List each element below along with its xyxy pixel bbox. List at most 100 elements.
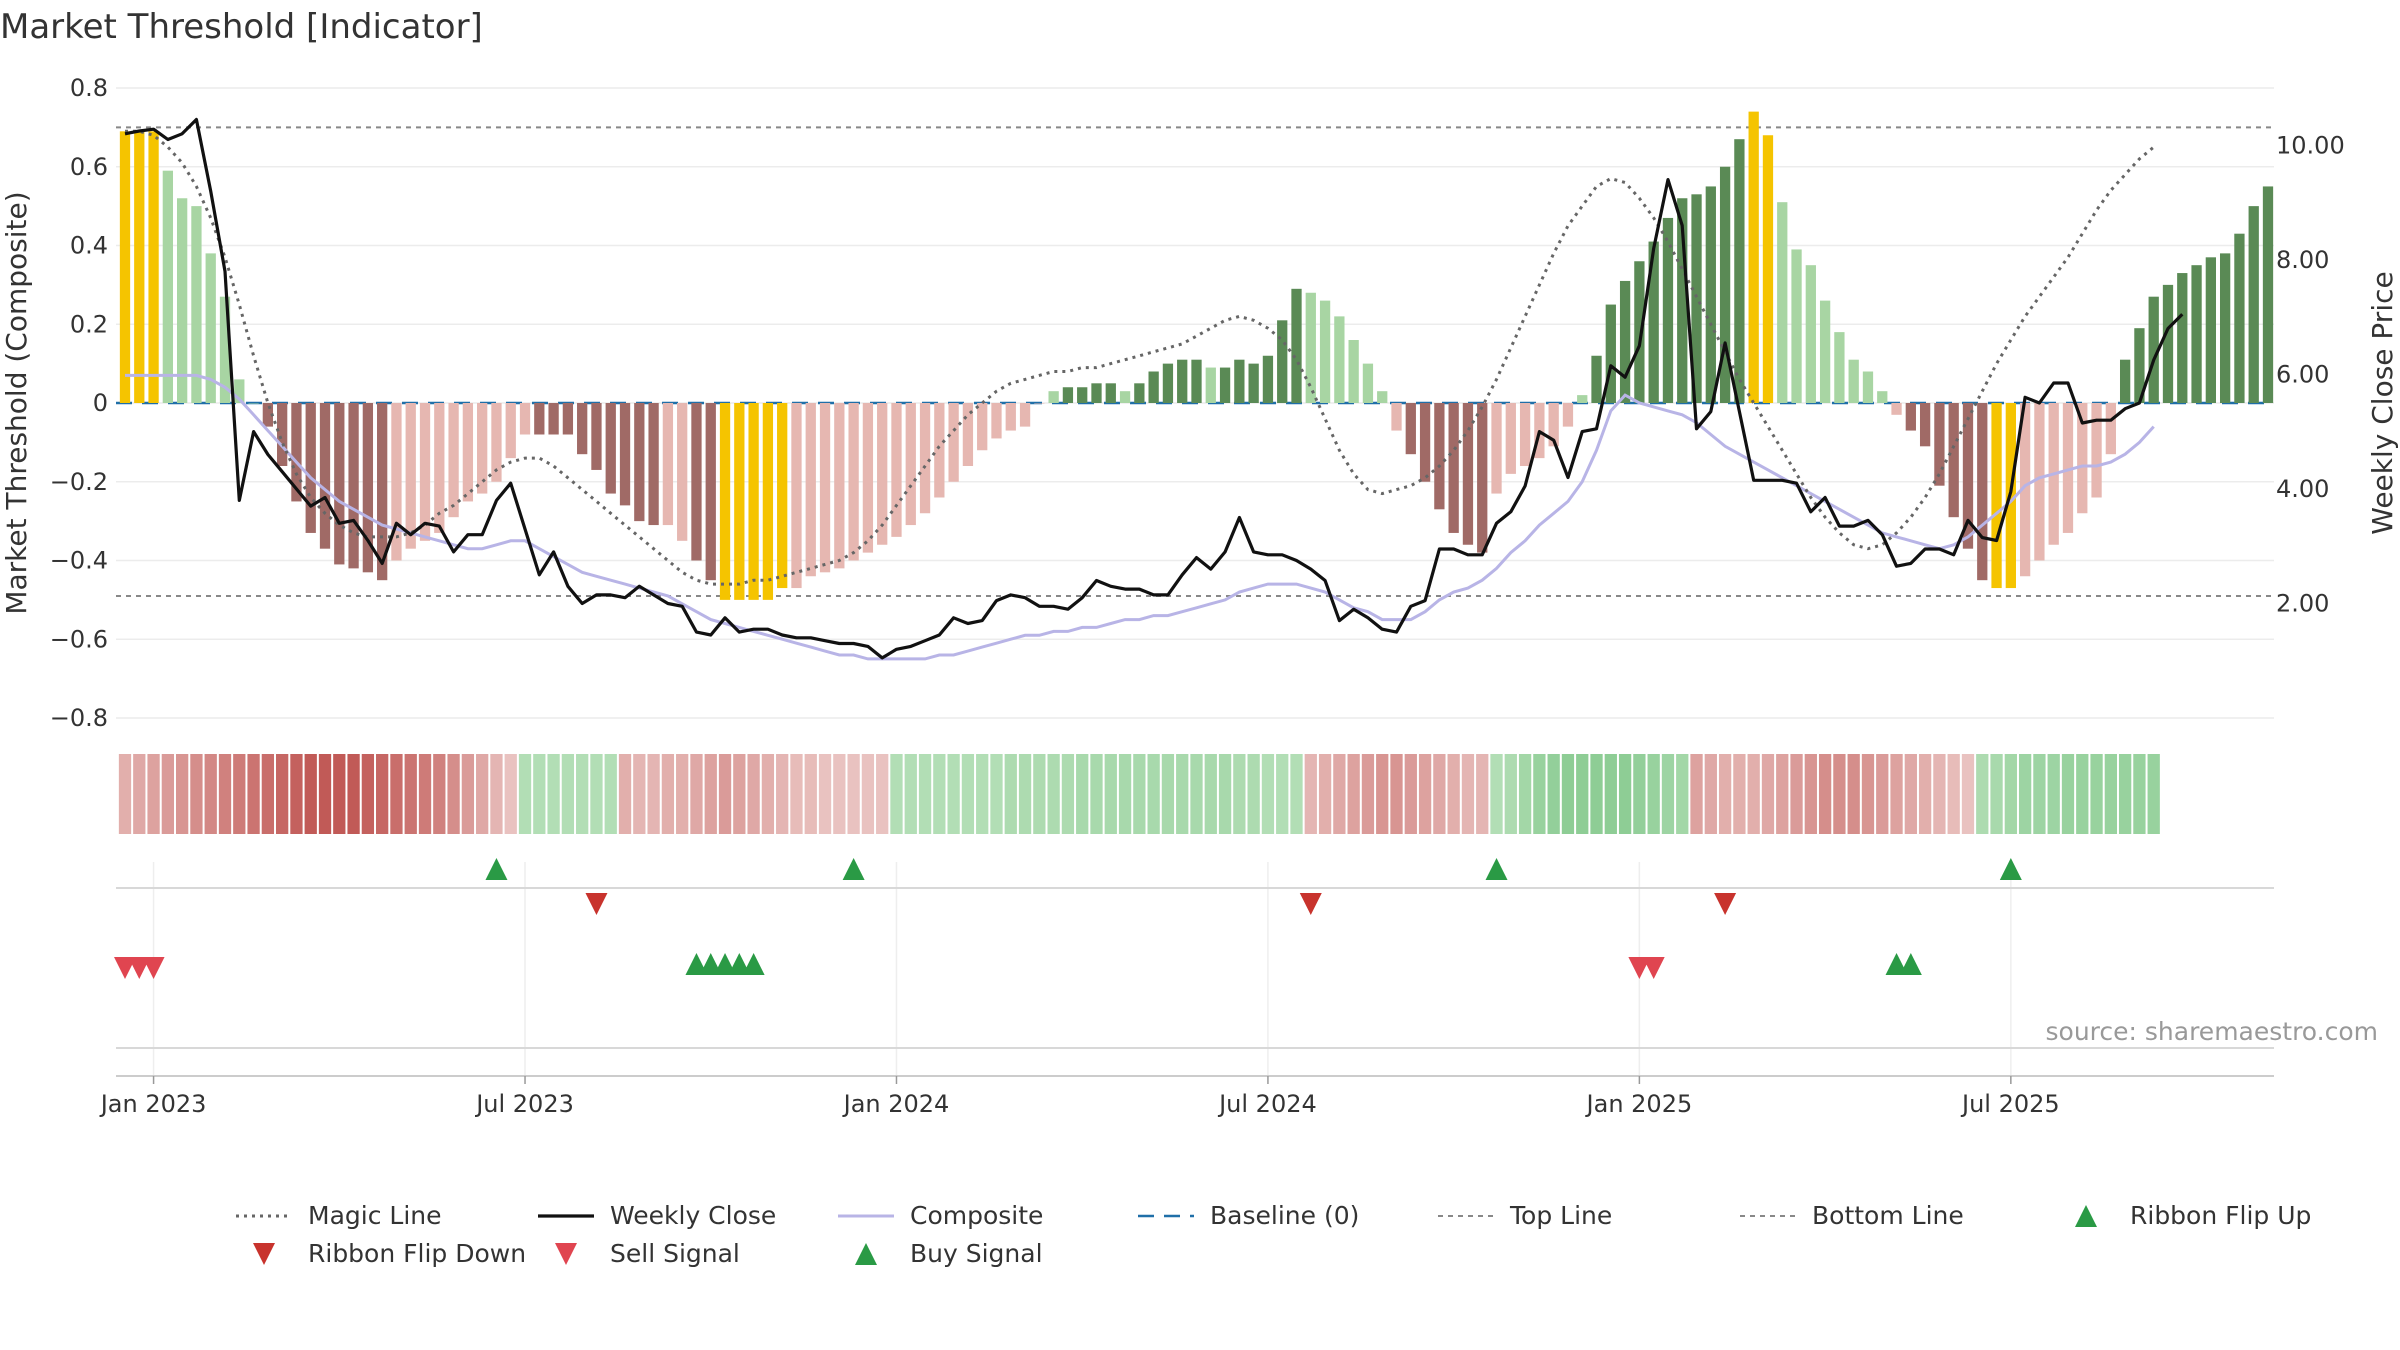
composite-bar [1577,395,1588,403]
composite-bar [248,403,259,404]
ribbon-cell [418,754,432,834]
composite-bar [291,403,302,502]
ribbon-cell [1847,754,1860,834]
composite-bar [477,403,488,494]
composite-bar [1734,139,1745,403]
composite-bar [2219,253,2231,403]
composite-bar [1205,367,1216,403]
composite-bar [548,403,559,435]
composite-bar [2177,273,2188,403]
ribbon-cell [1990,754,2003,834]
legend-label: Buy Signal [910,1239,1043,1268]
y-tick-label: 0.6 [70,153,108,181]
legend-item: Buy Signal [855,1239,1043,1268]
ribbon-cell [276,754,289,834]
ribbon-cell [1518,754,1532,834]
composite-bar [191,206,202,403]
composite-bar [848,403,859,561]
composite-bar [1034,403,1045,404]
ribbon-cell [133,754,146,834]
ribbon-cell [1918,754,1932,834]
ribbon-cell [1933,754,1946,834]
buy-sell-signal-markers [114,953,2274,1049]
ribbon-cell [1476,754,1489,834]
ribbon-cell [1261,754,1275,834]
composite-bar [1377,391,1388,403]
ribbon-cell [1190,754,1203,834]
ribbon-cell [476,754,489,834]
y-tick-label: −0.8 [50,704,108,732]
ribbon-cell [190,754,203,834]
ribbon-cell [2047,754,2060,834]
ribbon-cell [1447,754,1460,834]
ribbon-cell [147,754,160,834]
composite-bar [2205,257,2216,403]
y-tick-label: 0.4 [70,232,108,260]
source-note: source: sharemaestro.com [2046,1017,2379,1046]
legend: Magic Line Weekly Close Composite Baseline … [236,1201,2311,1268]
ribbon-cell [2133,754,2146,834]
composite-bar [534,403,545,435]
composite-bar [1191,359,1202,403]
composite-bar [1077,387,1088,403]
x-tick-label: Jan 2024 [842,1090,950,1118]
ribbon-cell [347,754,360,834]
ribbon-cell [1333,754,1346,834]
composite-bar [1005,403,1016,431]
ribbon-cell [1618,754,1632,834]
ribbon-cell [790,754,803,834]
composite-bar [2234,233,2245,403]
composite-bar [391,403,402,561]
composite-bar [1619,280,1631,403]
sell-signal-marker [1642,957,1665,979]
legend-label: Baseline (0) [1210,1201,1359,1230]
legend-item: Ribbon Flip Down [253,1239,526,1268]
y-axis-label: Market Threshold (Composite) [0,191,33,614]
ribbon-cell [390,754,403,834]
composite-bar [1662,217,1674,403]
composite-bar [591,403,602,470]
composite-bar [991,403,1002,439]
ribbon-cell [318,754,332,834]
composite-bar [2262,186,2274,403]
composite-bar [262,403,274,427]
composite-bar [605,403,616,494]
legend-item: Top Line [1438,1201,1612,1230]
composite-bar [905,403,916,526]
ribbon-cell [2147,754,2160,834]
composite-bar [691,403,702,561]
y-tick-label: −0.2 [50,468,108,496]
ribbon-cell [1490,754,1503,834]
composite-bar [1877,391,1888,403]
composite-bar [177,198,188,403]
ribbon-cell [933,754,946,834]
composite-bar [1162,363,1174,403]
ribbon-cell [1904,754,1917,834]
composite-bar [1548,403,1559,447]
composite-bar [219,296,231,403]
composite-bar [1948,403,1959,518]
legend-item: Composite [838,1201,1043,1230]
legend-item: Baseline (0) [1138,1201,1359,1230]
composite-bar [705,403,716,581]
ribbon-cell [1547,754,1560,834]
composite-bar [1491,403,1502,494]
ribbon-cell [1561,754,1575,834]
composite-bar [1634,261,1645,403]
ribbon-cell [290,754,303,834]
left-y-axis: 0.8 0.6 0.4 0.2 0 −0.2 −0.4 −0.6 −0.8 [50,74,108,732]
magic-line [125,129,2155,586]
composite-bar [1819,300,1831,403]
ribbon-flip-up-marker [1485,858,1508,880]
composite-bar [1105,383,1116,403]
composite-bar [134,131,145,403]
ribbon-cell [1047,754,1060,834]
ribbon-cell [1061,754,1075,834]
buy-signal-marker [1885,953,1908,975]
ribbon-cell [776,754,789,834]
ribbon-cell [376,754,389,834]
y-tick-label: 0.8 [70,74,108,102]
ribbon-cell [718,754,732,834]
composite-bar [1434,403,1445,510]
